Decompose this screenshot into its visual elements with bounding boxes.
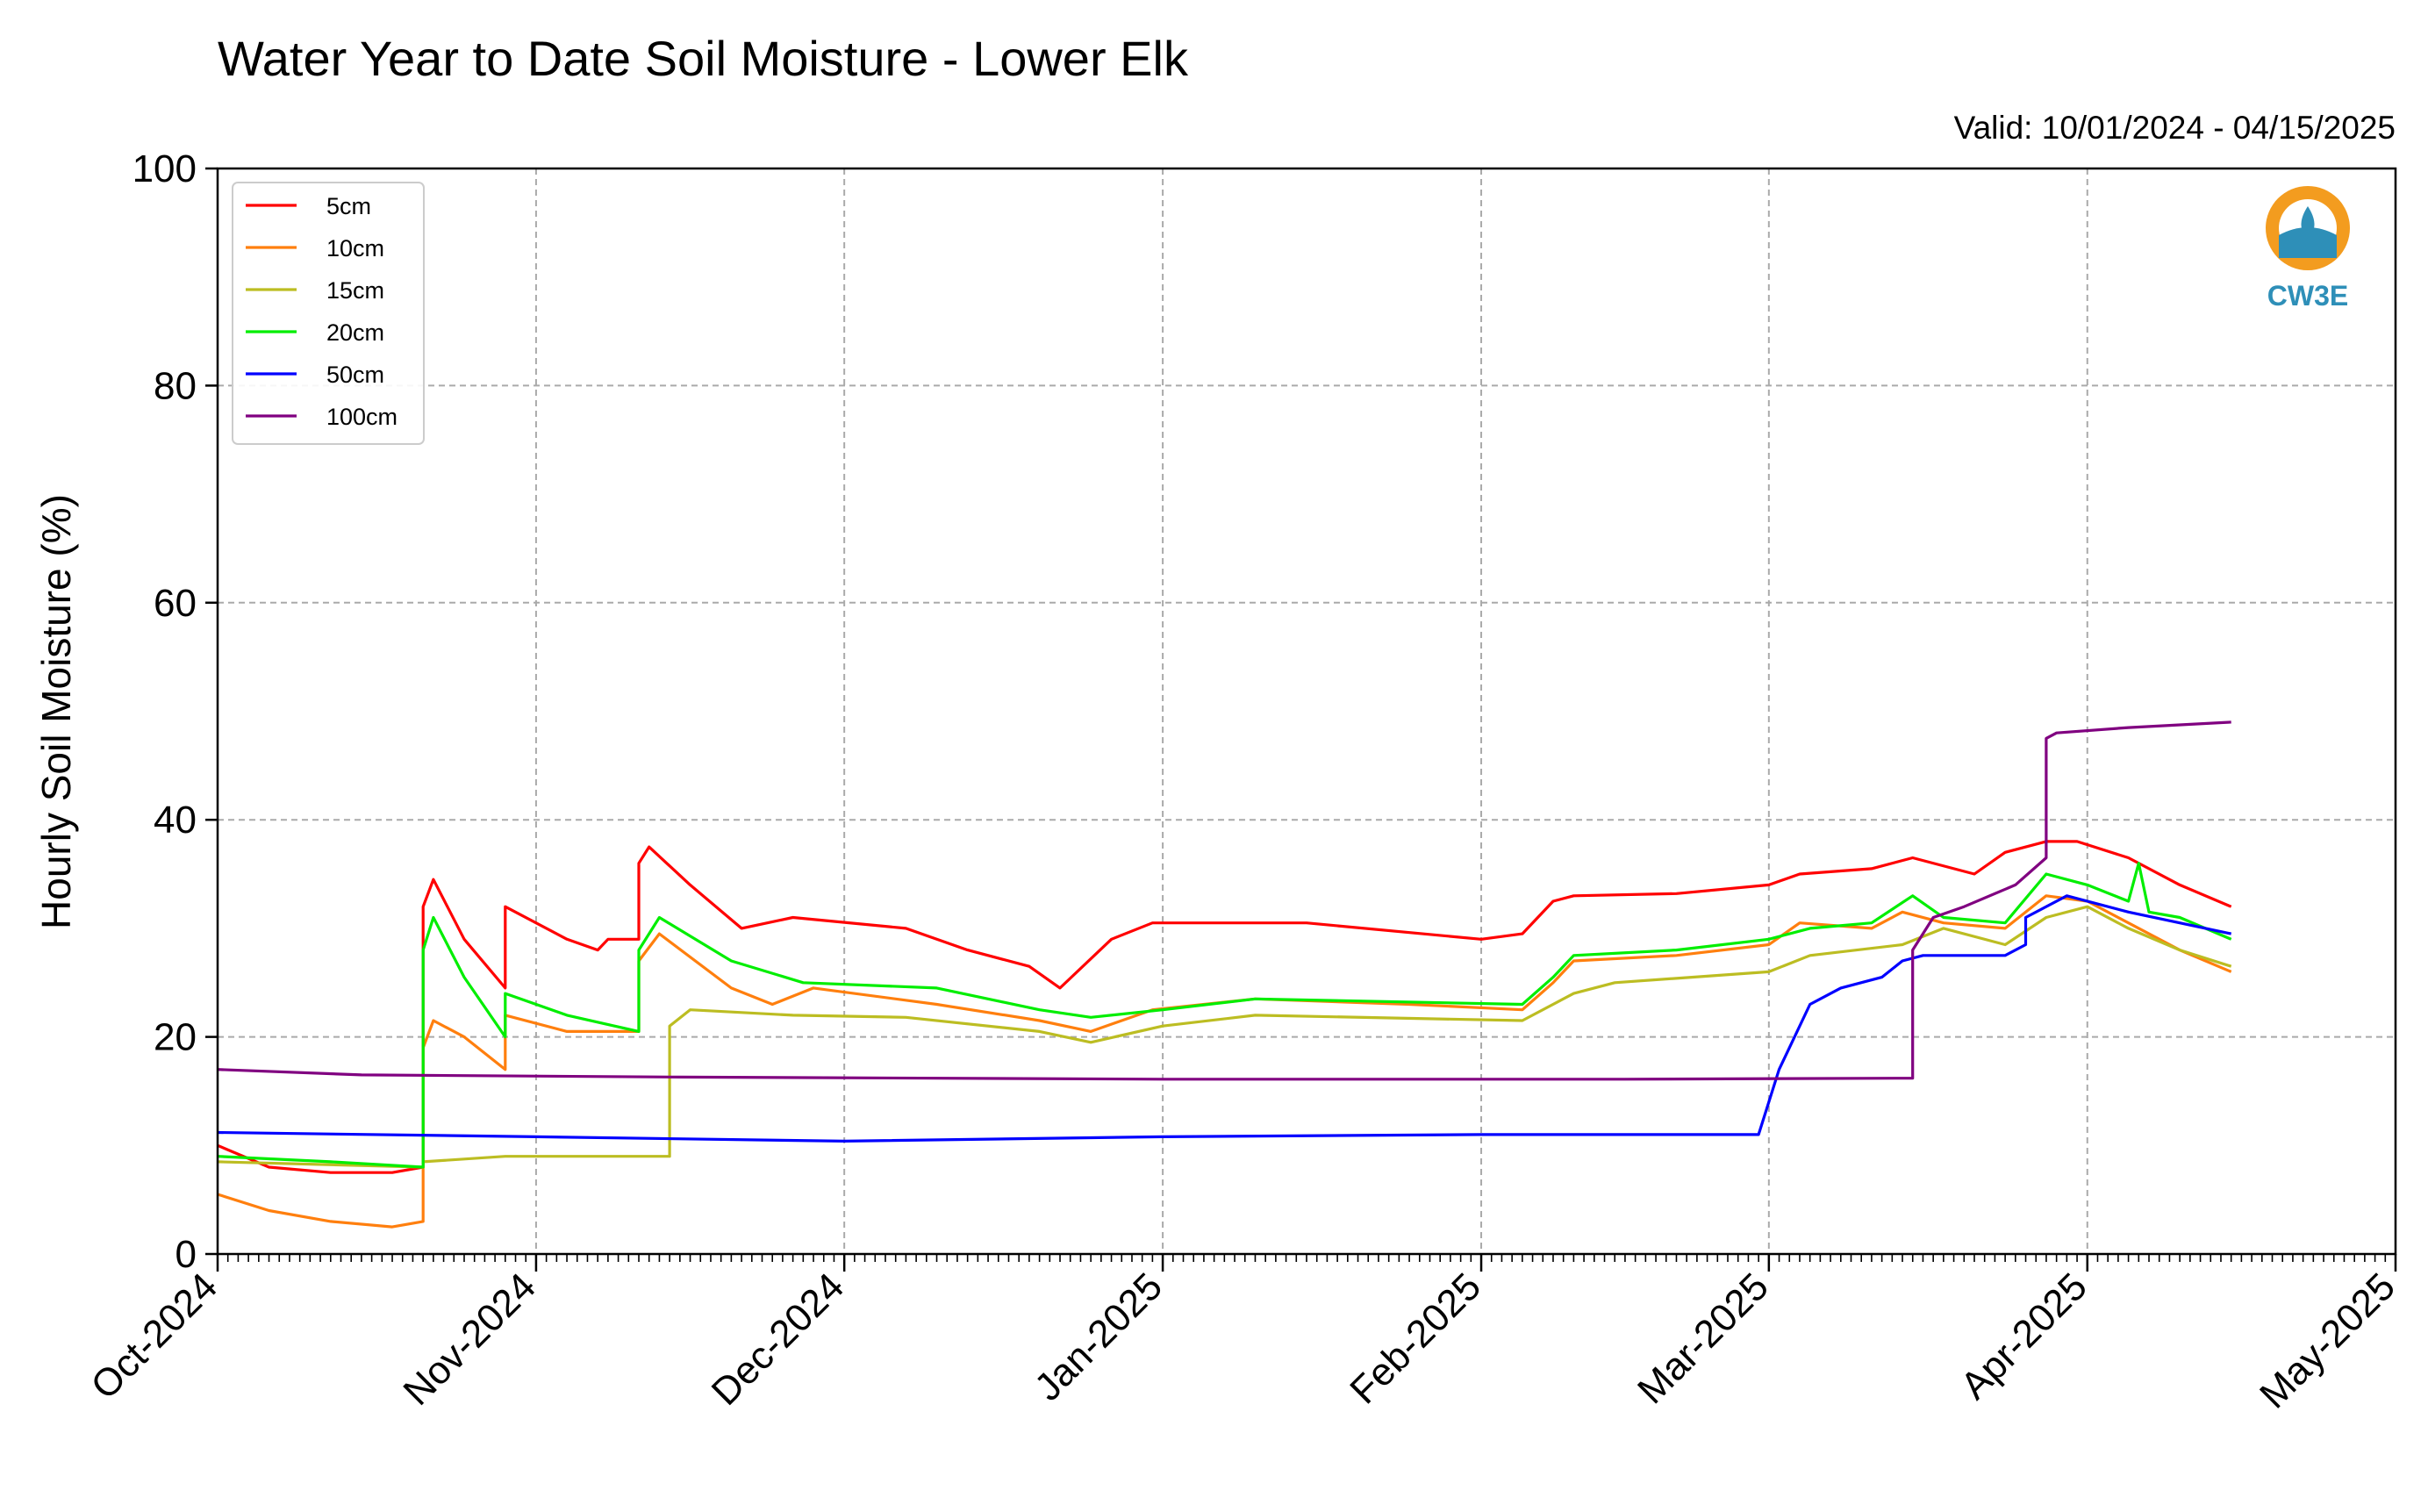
chart-title: Water Year to Date Soil Moisture - Lower… xyxy=(218,31,1189,86)
y-tick-label: 60 xyxy=(154,582,197,625)
y-axis-label: Hourly Soil Moisture (%) xyxy=(33,494,79,929)
logo-drop-icon xyxy=(2301,206,2315,239)
legend-label: 15cm xyxy=(326,277,384,304)
legend-label: 50cm xyxy=(326,362,384,388)
legend-label: 100cm xyxy=(326,404,398,430)
series-line-10cm xyxy=(217,894,2232,1229)
y-tick-label: 40 xyxy=(154,799,197,842)
legend-label: 10cm xyxy=(326,235,384,262)
series-line-100cm xyxy=(217,720,2231,1081)
legend-label: 5cm xyxy=(326,193,371,219)
legend-label: 20cm xyxy=(326,319,384,346)
y-tick-label: 20 xyxy=(154,1016,197,1059)
plot-area-frame xyxy=(216,167,2397,1256)
logo-water-icon xyxy=(2279,227,2337,258)
cw3e-logo: CW3E xyxy=(2266,186,2350,312)
y-tick-label: 80 xyxy=(154,364,197,407)
series-line-15cm xyxy=(217,905,2232,1169)
valid-date-range: Valid: 10/01/2024 - 04/15/2025 xyxy=(1954,110,2396,146)
logo-text: CW3E xyxy=(2267,280,2348,312)
y-tick-label: 100 xyxy=(133,147,197,190)
series-line-20cm xyxy=(217,862,2232,1169)
grid-lines xyxy=(218,168,2396,1254)
series-lines xyxy=(217,720,2232,1229)
legend: 5cm 10cm 15cm 20cm 50cm 100cm xyxy=(232,182,425,445)
y-tick-label: 0 xyxy=(175,1233,197,1276)
series-line-5cm xyxy=(217,840,2232,1174)
series-line-50cm xyxy=(217,894,2232,1143)
